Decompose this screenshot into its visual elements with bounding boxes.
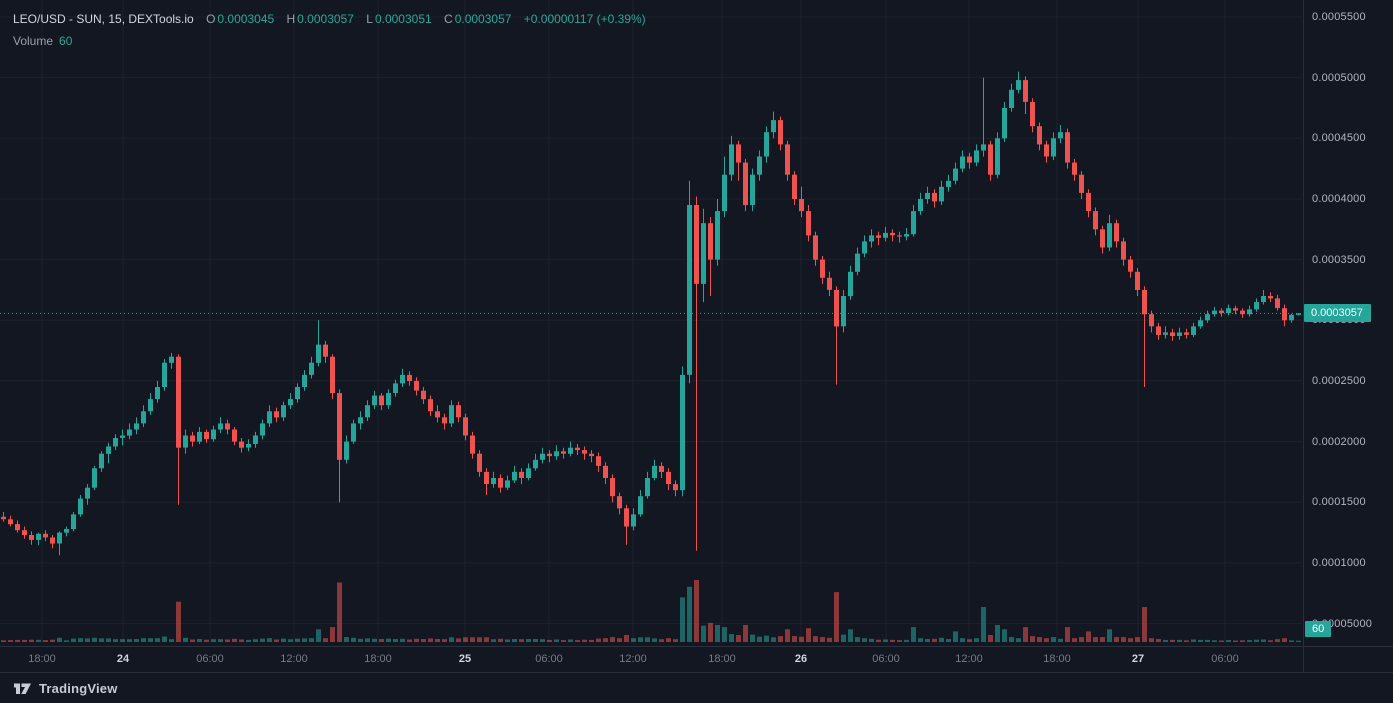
close-value: 0.0003057 [454,12,512,26]
price-axis-label: 0.0003500 [1312,254,1366,266]
time-axis-label: 06:00 [535,653,563,665]
last-price-badge: 0.0003057 [1304,304,1371,322]
price-axis-label: 0.0001000 [1312,557,1366,569]
time-axis-label: 12:00 [280,653,308,665]
time-axis-label: 06:00 [196,653,224,665]
time-axis-label: 25 [458,653,472,665]
price-axis-label: 0.0004000 [1312,193,1366,205]
open-value: 0.0003045 [217,12,275,26]
low-value: 0.0003051 [374,12,432,26]
tradingview-link[interactable]: TradingView [13,681,118,696]
chart-legend: LEO/USD - SUN, 15, DEXTools.io O 0.000304… [13,12,646,56]
open-label: O [206,12,216,26]
time-axis-label: 06:00 [872,653,900,665]
tradingview-brand-text: TradingView [39,680,118,696]
low-label: L [366,12,373,26]
price-axis-label: 0.0001500 [1312,496,1366,508]
price-axis[interactable]: 0.0003057 60 0.0005500 0.0005000 0.0004500… [1303,0,1393,672]
time-axis-label: 12:00 [955,653,983,665]
time-axis-label: 12:00 [619,653,647,665]
price-axis-label: 0.0004500 [1312,132,1366,144]
tradingview-logo-icon [14,683,31,694]
legend-volume-row: Volume 60 [13,34,646,49]
legend-ohlc-row: LEO/USD - SUN, 15, DEXTools.io O 0.000304… [13,12,646,27]
high-label: H [286,12,296,26]
price-axis-label: 0.0005500 [1312,11,1366,23]
time-axis-label: 06:00 [1211,653,1239,665]
price-axis-label: 0.0002000 [1312,436,1366,448]
volume-badge: 60 [1305,621,1332,637]
chart-pane[interactable] [0,0,1303,646]
volume-label: Volume [13,34,54,48]
time-axis[interactable]: 18:00 24 06:00 12:00 18:00 25 06:00 12:00 18:00 2… [0,646,1393,672]
footer-bar: TradingView [0,672,1393,703]
time-axis-label: 24 [116,653,130,665]
time-axis-label: 18:00 [708,653,736,665]
time-axis-label: 18:00 [28,653,56,665]
time-axis-label: 27 [1131,653,1145,665]
time-axis-label: 18:00 [364,653,392,665]
price-axis-label: 0.0002500 [1312,375,1366,387]
close-label: C [444,12,453,26]
time-axis-label: 18:00 [1043,653,1071,665]
change-value: +0.00000117 (+0.39%) [523,12,646,26]
candlestick-chart[interactable] [0,0,1303,646]
price-axis-label: 0.0005000 [1312,72,1366,84]
high-value: 0.0003057 [297,12,354,26]
symbol-title[interactable]: LEO/USD - SUN, 15, DEXTools.io [13,12,194,26]
time-axis-label: 26 [794,653,808,665]
volume-value: 60 [59,34,73,48]
